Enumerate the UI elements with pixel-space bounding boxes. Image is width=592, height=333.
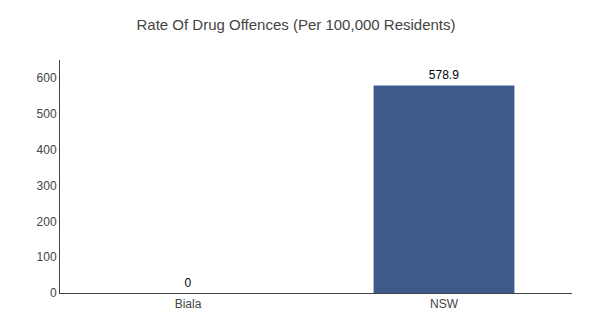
svg-text:578.9: 578.9: [429, 68, 459, 82]
svg-text:300: 300: [37, 179, 57, 193]
svg-text:Rate Of Drug Offences (Per 100: Rate Of Drug Offences (Per 100,000 Resid…: [136, 16, 455, 33]
svg-text:0: 0: [185, 276, 192, 290]
svg-text:0: 0: [50, 286, 57, 300]
svg-text:Biala: Biala: [175, 297, 202, 311]
svg-text:400: 400: [37, 143, 57, 157]
svg-text:100: 100: [37, 250, 57, 264]
svg-text:200: 200: [37, 215, 57, 229]
svg-text:600: 600: [37, 71, 57, 85]
svg-text:500: 500: [37, 107, 57, 121]
svg-text:NSW: NSW: [430, 297, 459, 311]
